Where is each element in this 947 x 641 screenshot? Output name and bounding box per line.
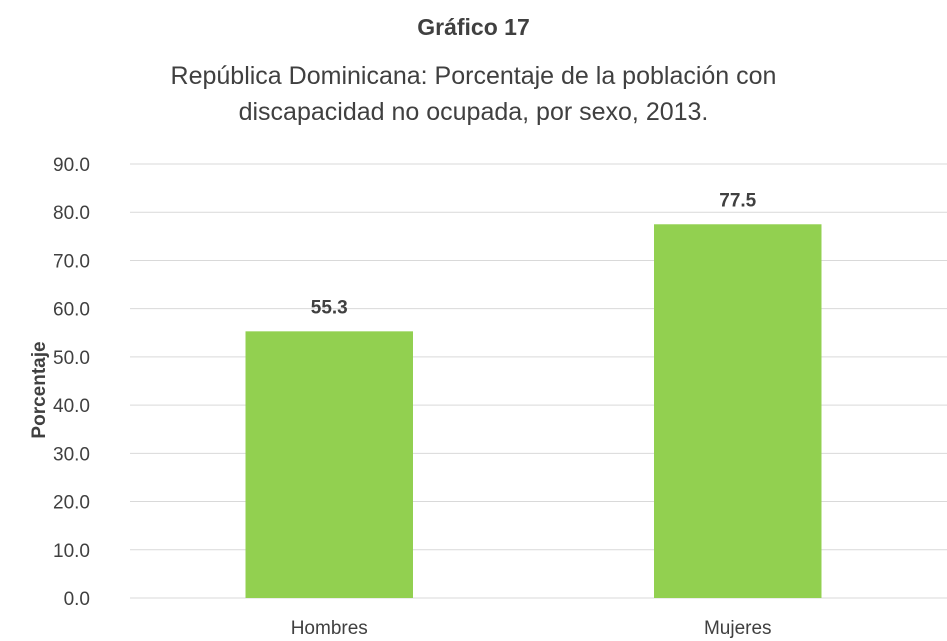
chart-subtitle-line-1: República Dominicana: Porcentaje de la p… xyxy=(170,62,777,90)
chart-subtitle-line-2: discapacidad no ocupada, por sexo, 2013. xyxy=(238,98,709,126)
x-category-label: Hombres xyxy=(291,618,368,639)
y-tick-label: 20.0 xyxy=(53,493,90,514)
data-labels: 55.3 77.5 xyxy=(311,190,757,318)
y-tick-label: 30.0 xyxy=(53,444,90,465)
y-tick-label: 40.0 xyxy=(53,396,90,417)
y-tick-label: 60.0 xyxy=(53,300,90,321)
y-tick-label: 0.0 xyxy=(64,589,90,610)
x-axis-categories: Hombres Mujeres xyxy=(291,618,772,639)
data-label-mujeres: 77.5 xyxy=(719,190,756,211)
bar-mujeres xyxy=(654,224,822,598)
y-axis-ticks: 0.0 10.0 20.0 30.0 40.0 50.0 60.0 70.0 80.0 90.0 xyxy=(53,155,90,610)
y-tick-label: 50.0 xyxy=(53,348,90,369)
y-axis-title: Porcentaje xyxy=(29,341,50,438)
y-tick-label: 70.0 xyxy=(53,251,90,272)
chart-subtitle: República Dominicana: Porcentaje de la p… xyxy=(0,58,947,130)
bars xyxy=(245,224,822,598)
y-tick-label: 10.0 xyxy=(53,541,90,562)
y-tick-label: 80.0 xyxy=(53,203,90,224)
y-tick-label: 90.0 xyxy=(53,155,90,176)
bar-hombres xyxy=(245,331,413,598)
data-label-hombres: 55.3 xyxy=(311,297,348,318)
x-category-label: Mujeres xyxy=(704,618,772,639)
chart-title: Gráfico 17 xyxy=(417,14,530,40)
